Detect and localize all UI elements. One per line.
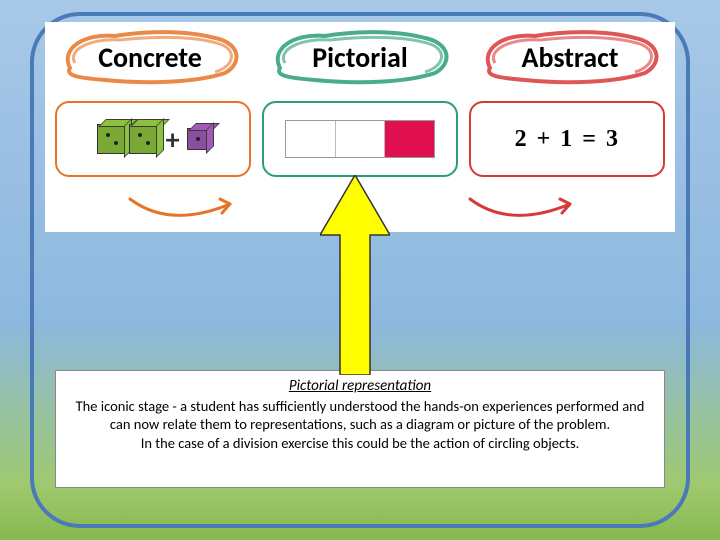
label-pictorial: Pictorial bbox=[265, 28, 455, 86]
concrete-box: + bbox=[55, 101, 251, 177]
pointer-arrow bbox=[320, 175, 390, 375]
arrow-icon bbox=[460, 189, 600, 225]
boxes-row: + 2 + 1 = 3 bbox=[45, 86, 675, 186]
explanation-line2: In the case of a division exercise this … bbox=[70, 434, 650, 453]
label-abstract-text: Abstract bbox=[521, 40, 618, 75]
explanation-box: Pictorial representation The iconic stag… bbox=[55, 370, 665, 488]
up-arrow-icon bbox=[320, 175, 390, 375]
label-concrete-text: Concrete bbox=[98, 40, 202, 75]
label-abstract: Abstract bbox=[475, 28, 665, 86]
label-pictorial-text: Pictorial bbox=[312, 40, 408, 75]
bar-model bbox=[285, 120, 435, 158]
bar-segment bbox=[286, 121, 336, 157]
label-concrete: Concrete bbox=[55, 28, 245, 86]
labels-row: Concrete Pictorial Abstract bbox=[45, 22, 675, 86]
cube-icon bbox=[187, 128, 209, 150]
bar-segment bbox=[336, 121, 386, 157]
pictorial-box bbox=[262, 101, 458, 177]
arrow-icon bbox=[120, 189, 260, 225]
explanation-line1: The iconic stage - a student has suffici… bbox=[70, 397, 650, 435]
bar-segment bbox=[385, 121, 434, 157]
abstract-box: 2 + 1 = 3 bbox=[469, 101, 665, 177]
explanation-title: Pictorial representation bbox=[70, 377, 650, 397]
cube-icon bbox=[129, 124, 159, 154]
equation-text: 2 + 1 = 3 bbox=[515, 126, 620, 153]
cube-icon bbox=[97, 124, 127, 154]
plus-icon: + bbox=[166, 122, 180, 157]
